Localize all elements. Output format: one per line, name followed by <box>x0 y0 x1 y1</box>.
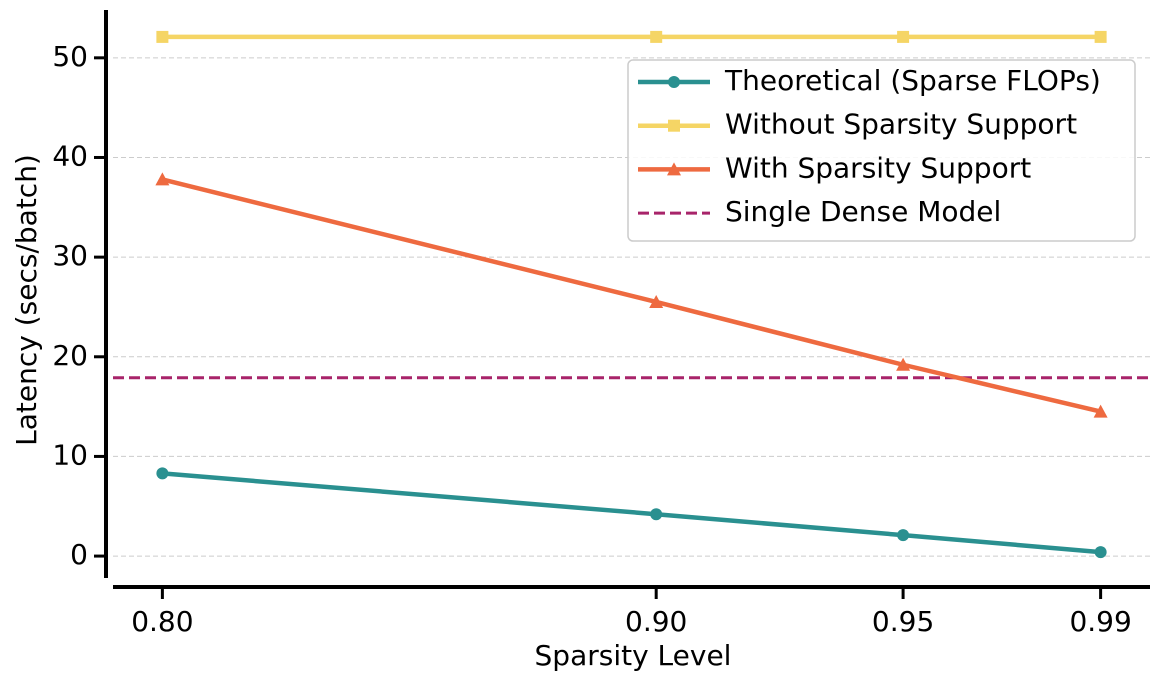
marker <box>668 76 680 88</box>
y-tick-label: 0 <box>70 538 88 571</box>
x-tick-label: 0.95 <box>872 605 934 638</box>
marker <box>1094 546 1107 559</box>
series-line <box>162 471 1101 555</box>
marker <box>156 467 169 480</box>
x-tick-label: 0.99 <box>1069 605 1131 638</box>
y-tick-label: 40 <box>52 139 88 172</box>
marker <box>896 357 911 371</box>
y-tick-label: 20 <box>52 339 88 372</box>
marker <box>1093 404 1108 418</box>
y-tick-label: 30 <box>52 239 88 272</box>
y-axis-label: Latency (secs/batch) <box>10 154 43 446</box>
legend-label: Theoretical (Sparse FLOPs) <box>724 64 1101 97</box>
marker <box>1094 30 1107 43</box>
legend-label: Without Sparsity Support <box>725 108 1077 141</box>
y-tick-label: 50 <box>52 40 88 73</box>
legend: Theoretical (Sparse FLOPs) Without Sparsi… <box>627 59 1136 242</box>
marker <box>155 172 170 186</box>
legend-box <box>627 59 1136 242</box>
x-tick-label: 0.90 <box>625 605 687 638</box>
series-line <box>161 177 1102 414</box>
marker <box>650 508 663 521</box>
marker <box>156 30 169 43</box>
marker <box>897 30 910 43</box>
marker <box>667 162 681 176</box>
x-tick-label: 0.80 <box>131 605 193 638</box>
marker <box>668 119 680 132</box>
legend-label: Single Dense Model <box>725 195 1001 228</box>
marker <box>650 30 663 43</box>
marker <box>649 294 664 308</box>
legend-label: With Sparsity Support <box>725 151 1031 184</box>
marker <box>897 529 910 542</box>
y-tick-label: 10 <box>52 438 88 471</box>
x-axis-label: Sparsity Level <box>535 639 732 672</box>
